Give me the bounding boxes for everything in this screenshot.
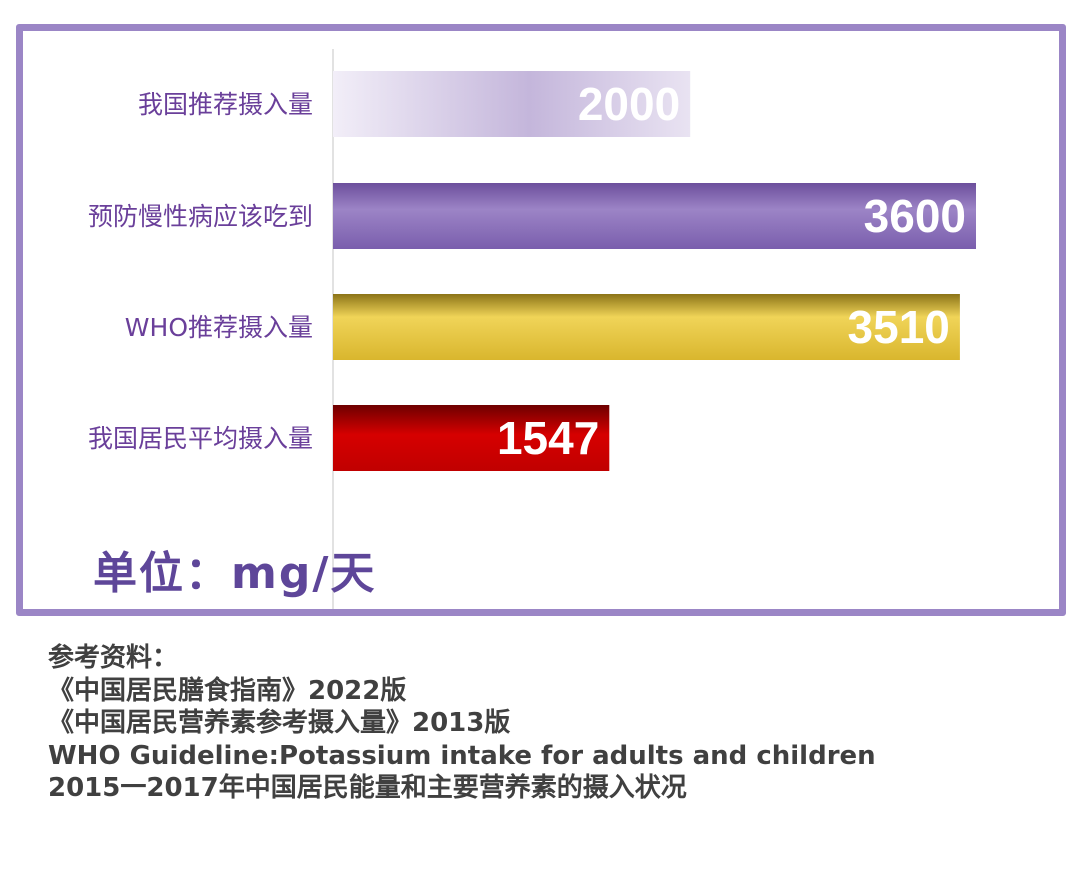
value-label: 2000 <box>578 78 680 130</box>
bar <box>333 405 610 471</box>
reference-item: 《中国居民膳食指南》2022版 <box>48 675 407 706</box>
bar <box>333 183 976 249</box>
value-label: 3510 <box>848 301 950 353</box>
chart-frame: 我国推荐摄入量 2000 预防慢性病应该吃到 3600 WHO推荐摄入量 3510 我国居民… <box>16 24 1066 616</box>
value-label: 1547 <box>497 412 599 464</box>
category-label: 我国推荐摄入量 <box>138 90 313 119</box>
references-heading: 参考资料： <box>48 643 179 673</box>
unit-label: 单位：mg/天 <box>93 548 377 599</box>
category-label: WHO推荐摄入量 <box>125 313 313 342</box>
bar-chart: 我国推荐摄入量 2000 预防慢性病应该吃到 3600 WHO推荐摄入量 3510 我国居民… <box>88 49 976 609</box>
reference-item: 2015一2017年中国居民能量和主要营养素的摄入状况 <box>48 773 687 803</box>
value-label: 3600 <box>864 190 966 242</box>
references: 参考资料： 《中国居民膳食指南》2022版 《中国居民营养素参考摄入量》2013… <box>48 642 1068 805</box>
reference-item: 《中国居民营养素参考摄入量》2013版 <box>48 708 511 738</box>
category-label: 我国居民平均摄入量 <box>88 424 313 453</box>
reference-item: WHO Guideline:Potassium intake for adult… <box>48 740 876 771</box>
bar <box>333 294 960 360</box>
bar <box>333 71 691 137</box>
category-label: 预防慢性病应该吃到 <box>88 202 313 231</box>
